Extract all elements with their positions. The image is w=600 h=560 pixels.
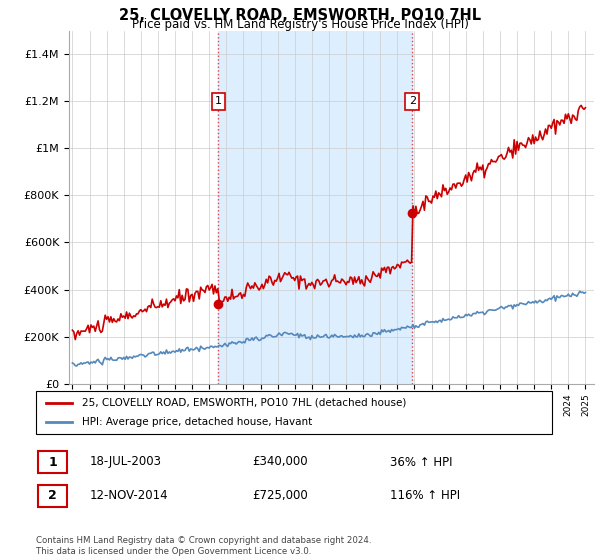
Text: £725,000: £725,000: [252, 489, 308, 502]
Text: 25, CLOVELLY ROAD, EMSWORTH, PO10 7HL: 25, CLOVELLY ROAD, EMSWORTH, PO10 7HL: [119, 8, 481, 24]
Bar: [218, 31, 412, 384]
Text: HPI: Average price, detached house, Havant: HPI: Average price, detached house, Hava…: [82, 417, 313, 427]
Text: 1: 1: [215, 96, 222, 106]
Text: 1: 1: [48, 455, 57, 469]
Text: 36% ↑ HPI: 36% ↑ HPI: [390, 455, 452, 469]
Text: 2: 2: [48, 489, 57, 502]
Text: Contains HM Land Registry data © Crown copyright and database right 2024.
This d: Contains HM Land Registry data © Crown c…: [36, 536, 371, 556]
Text: 12-NOV-2014: 12-NOV-2014: [90, 489, 169, 502]
Text: 116% ↑ HPI: 116% ↑ HPI: [390, 489, 460, 502]
Text: £340,000: £340,000: [252, 455, 308, 469]
Text: 18-JUL-2003: 18-JUL-2003: [90, 455, 162, 469]
Text: 25, CLOVELLY ROAD, EMSWORTH, PO10 7HL (detached house): 25, CLOVELLY ROAD, EMSWORTH, PO10 7HL (d…: [82, 398, 407, 408]
Text: Price paid vs. HM Land Registry's House Price Index (HPI): Price paid vs. HM Land Registry's House …: [131, 18, 469, 31]
Text: 2: 2: [409, 96, 416, 106]
